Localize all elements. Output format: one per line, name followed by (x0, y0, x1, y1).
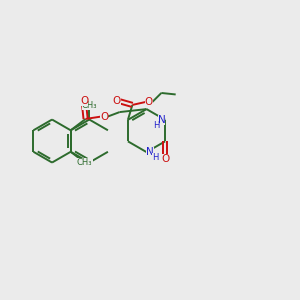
Text: H: H (153, 121, 159, 130)
Text: N: N (158, 115, 165, 125)
Text: O: O (145, 97, 153, 107)
Text: O: O (100, 112, 108, 122)
Text: N: N (146, 147, 154, 157)
Text: N: N (85, 158, 93, 167)
Text: CH₃: CH₃ (76, 158, 92, 167)
Text: CH₃: CH₃ (82, 101, 97, 110)
Text: O: O (161, 154, 169, 164)
Text: H: H (152, 153, 159, 162)
Text: O: O (80, 96, 88, 106)
Text: O: O (113, 96, 121, 106)
